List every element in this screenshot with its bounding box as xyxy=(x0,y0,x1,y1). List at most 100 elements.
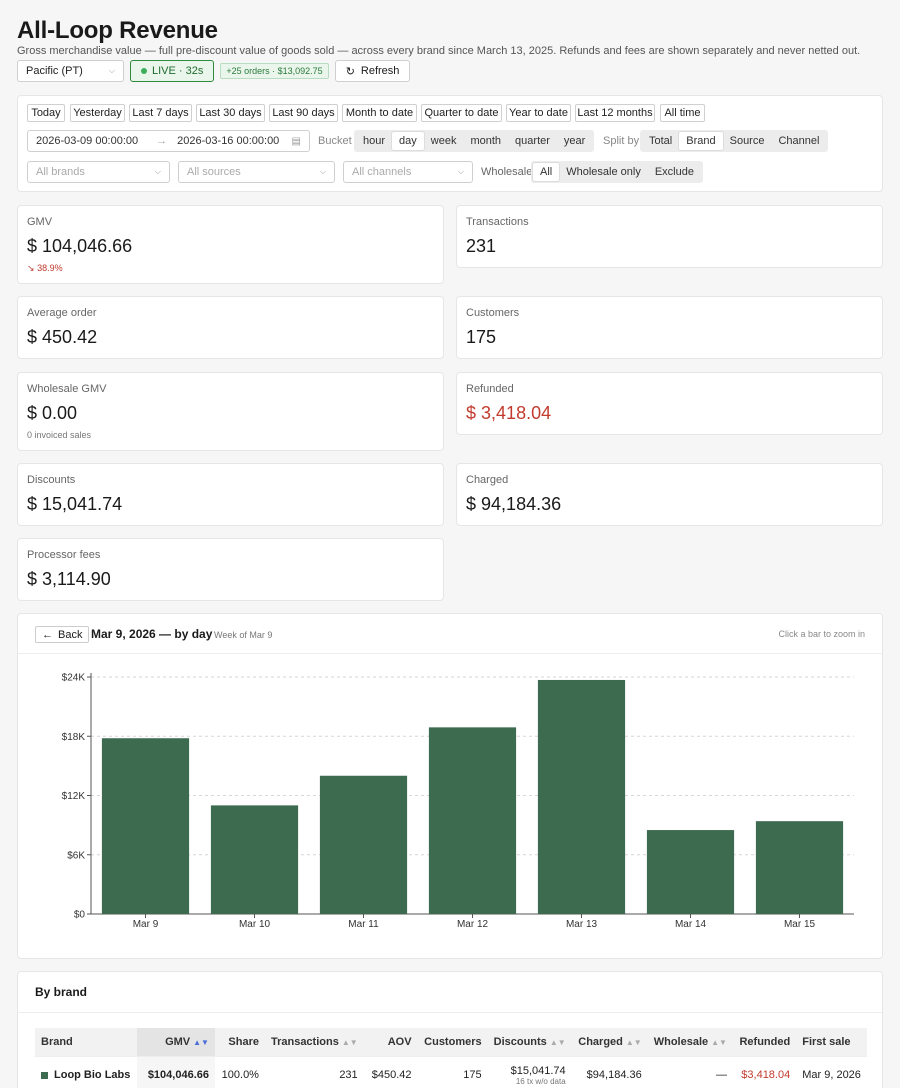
bucket-hour[interactable]: hour xyxy=(363,135,386,147)
kpi-wholesale-gmv: Wholesale GMV $ 0.00 0 invoiced sales xyxy=(17,372,444,451)
chart-bar[interactable] xyxy=(210,805,299,914)
chevron-down-icon: ⌵ xyxy=(154,167,161,176)
bucket-day[interactable]: day xyxy=(392,132,424,150)
brand-panel: By brand Brand GMV ▲▼ Share Transactions ▲… xyxy=(17,971,883,1088)
brands-filter[interactable]: All brands ⌵ xyxy=(27,161,170,183)
kpi-customers: Customers 175 xyxy=(456,296,883,359)
chart-bar[interactable] xyxy=(319,775,408,914)
chart-bar[interactable] xyxy=(537,679,626,914)
timezone-select[interactable]: Pacific (PT) ⌵ xyxy=(17,60,124,82)
col-refunded[interactable]: Refunded xyxy=(732,1028,797,1056)
kpi-customers-label: Customers xyxy=(466,307,520,319)
cell-charged: $94,184.36 xyxy=(571,1055,648,1088)
kpi-average-order: Average order $ 450.42 xyxy=(17,296,444,359)
preset-last-90-days[interactable]: Last 90 days xyxy=(269,104,338,122)
y-tick-label: $6K xyxy=(67,850,85,861)
kpi-refunded-label: Refunded xyxy=(466,383,514,395)
col-discounts[interactable]: Discounts ▲▼ xyxy=(487,1028,572,1056)
date-to[interactable]: 2026-03-16 00:00:00 xyxy=(177,135,280,147)
arrow-right-icon: → xyxy=(156,135,168,147)
wholesale-all[interactable]: All xyxy=(533,163,560,181)
date-from[interactable]: 2026-03-09 00:00:00 xyxy=(36,135,139,147)
brands-placeholder: All brands xyxy=(36,166,85,178)
channels-placeholder: All channels xyxy=(352,166,412,178)
split-channel[interactable]: Channel xyxy=(778,135,820,147)
preset-year-to-date[interactable]: Year to date xyxy=(506,104,571,122)
x-tick-label: Mar 15 xyxy=(784,919,816,930)
preset-month-to-date[interactable]: Month to date xyxy=(342,104,417,122)
chevron-down-icon: ⌵ xyxy=(319,167,326,176)
cell-gmv: $104,046.66 xyxy=(137,1055,215,1088)
wholesale-exclude[interactable]: Exclude xyxy=(654,166,694,178)
kpi-avg-order-label: Average order xyxy=(27,307,97,319)
sort-icon: ▲▼ xyxy=(711,1037,727,1047)
back-button[interactable]: ← Back xyxy=(35,626,90,643)
sort-desc-icon: ▲▼ xyxy=(193,1037,209,1047)
col-share[interactable]: Share xyxy=(214,1028,265,1056)
col-first-sale[interactable]: First sale xyxy=(796,1028,867,1056)
kpi-charged-label: Charged xyxy=(466,474,509,486)
kpi-transactions-label: Transactions xyxy=(466,216,529,228)
x-tick-label: Mar 12 xyxy=(457,919,489,930)
chart-panel: ← Back Mar 9, 2026 — by day Week of Mar … xyxy=(17,613,883,959)
top-controls: Pacific (PT) ⌵ LIVE · 32s +25 orders · $… xyxy=(17,60,411,82)
y-tick-label: $18K xyxy=(62,732,86,743)
cell-aov: $450.42 xyxy=(363,1055,418,1088)
split-source[interactable]: Source xyxy=(729,135,765,147)
col-gmv[interactable]: GMV ▲▼ xyxy=(137,1028,215,1056)
wholesale-only[interactable]: Wholesale only xyxy=(566,166,641,178)
col-brand[interactable]: Brand xyxy=(35,1028,138,1056)
col-aov[interactable]: AOV xyxy=(363,1028,418,1056)
split-brand[interactable]: Brand xyxy=(679,132,723,150)
calendar-icon[interactable]: ▤ xyxy=(291,135,301,147)
col-transactions[interactable]: Transactions ▲▼ xyxy=(264,1028,364,1056)
page-subtitle: Gross merchandise value — full pre-disco… xyxy=(17,45,861,57)
kpi-avg-order-value: $ 450.42 xyxy=(27,327,98,347)
refresh-button[interactable]: ↻ Refresh xyxy=(334,60,411,82)
kpi-wholesale-value: $ 0.00 xyxy=(27,403,78,423)
preset-last-30-days[interactable]: Last 30 days xyxy=(196,104,265,122)
sources-filter[interactable]: All sources ⌵ xyxy=(178,161,335,183)
chart-bar[interactable] xyxy=(755,821,844,914)
chart-bar[interactable] xyxy=(101,738,190,914)
kpi-transactions: Transactions 231 xyxy=(456,205,883,268)
sort-icon: ▲▼ xyxy=(625,1037,642,1047)
kpi-customers-value: 175 xyxy=(466,327,497,347)
date-range-input[interactable]: 2026-03-09 00:00:00 → 2026-03-16 00:00:0… xyxy=(27,130,310,152)
preset-last-7-days[interactable]: Last 7 days xyxy=(129,104,192,122)
table-row[interactable]: Loop Bio Labs $104,046.66 100.0% 231 $45… xyxy=(35,1055,867,1088)
x-tick-label: Mar 14 xyxy=(675,919,707,930)
kpi-wholesale-label: Wholesale GMV xyxy=(27,383,107,395)
col-charged[interactable]: Charged ▲▼ xyxy=(571,1028,648,1056)
split-total[interactable]: Total xyxy=(649,135,673,147)
col-wholesale[interactable]: Wholesale ▲▼ xyxy=(647,1028,733,1056)
preset-today[interactable]: Today xyxy=(27,104,65,122)
bucket-quarter[interactable]: quarter xyxy=(515,135,550,147)
col-customers[interactable]: Customers xyxy=(417,1028,488,1056)
channels-filter[interactable]: All channels ⌵ xyxy=(343,161,473,183)
brand-table: Brand GMV ▲▼ Share Transactions ▲▼ AOV Cus… xyxy=(35,1028,867,1088)
live-indicator[interactable]: LIVE · 32s xyxy=(130,60,215,82)
kpi-gmv-change: ↘ 38.9% xyxy=(27,263,63,273)
bucket-week[interactable]: week xyxy=(430,135,457,147)
x-tick-label: Mar 9 xyxy=(133,919,159,930)
discounts-note: 16 tx w/o data xyxy=(515,1076,566,1086)
chart-bar[interactable] xyxy=(646,830,735,914)
bucket-year[interactable]: year xyxy=(563,135,586,147)
kpi-refunded-value: $ 3,418.04 xyxy=(466,403,552,423)
preset-last-12-months[interactable]: Last 12 months xyxy=(575,104,655,122)
wholesale-selector: All Wholesale only Exclude xyxy=(531,161,703,183)
bucket-month[interactable]: month xyxy=(470,135,502,147)
refresh-icon: ↻ xyxy=(345,65,355,78)
preset-quarter-to-date[interactable]: Quarter to date xyxy=(421,104,502,122)
preset-yesterday[interactable]: Yesterday xyxy=(70,104,125,122)
chart-bar[interactable] xyxy=(428,727,517,914)
x-tick-label: Mar 11 xyxy=(348,919,379,930)
preset-all-time[interactable]: All time xyxy=(660,104,705,122)
split-label: Split by xyxy=(603,135,640,147)
chevron-down-icon: ⌵ xyxy=(108,66,115,75)
brand-panel-title: By brand xyxy=(35,985,88,999)
split-selector: Total Brand Source Channel xyxy=(640,130,829,152)
cell-first-sale: Mar 9, 2026 xyxy=(796,1055,867,1088)
y-tick-label: $24K xyxy=(62,673,86,684)
